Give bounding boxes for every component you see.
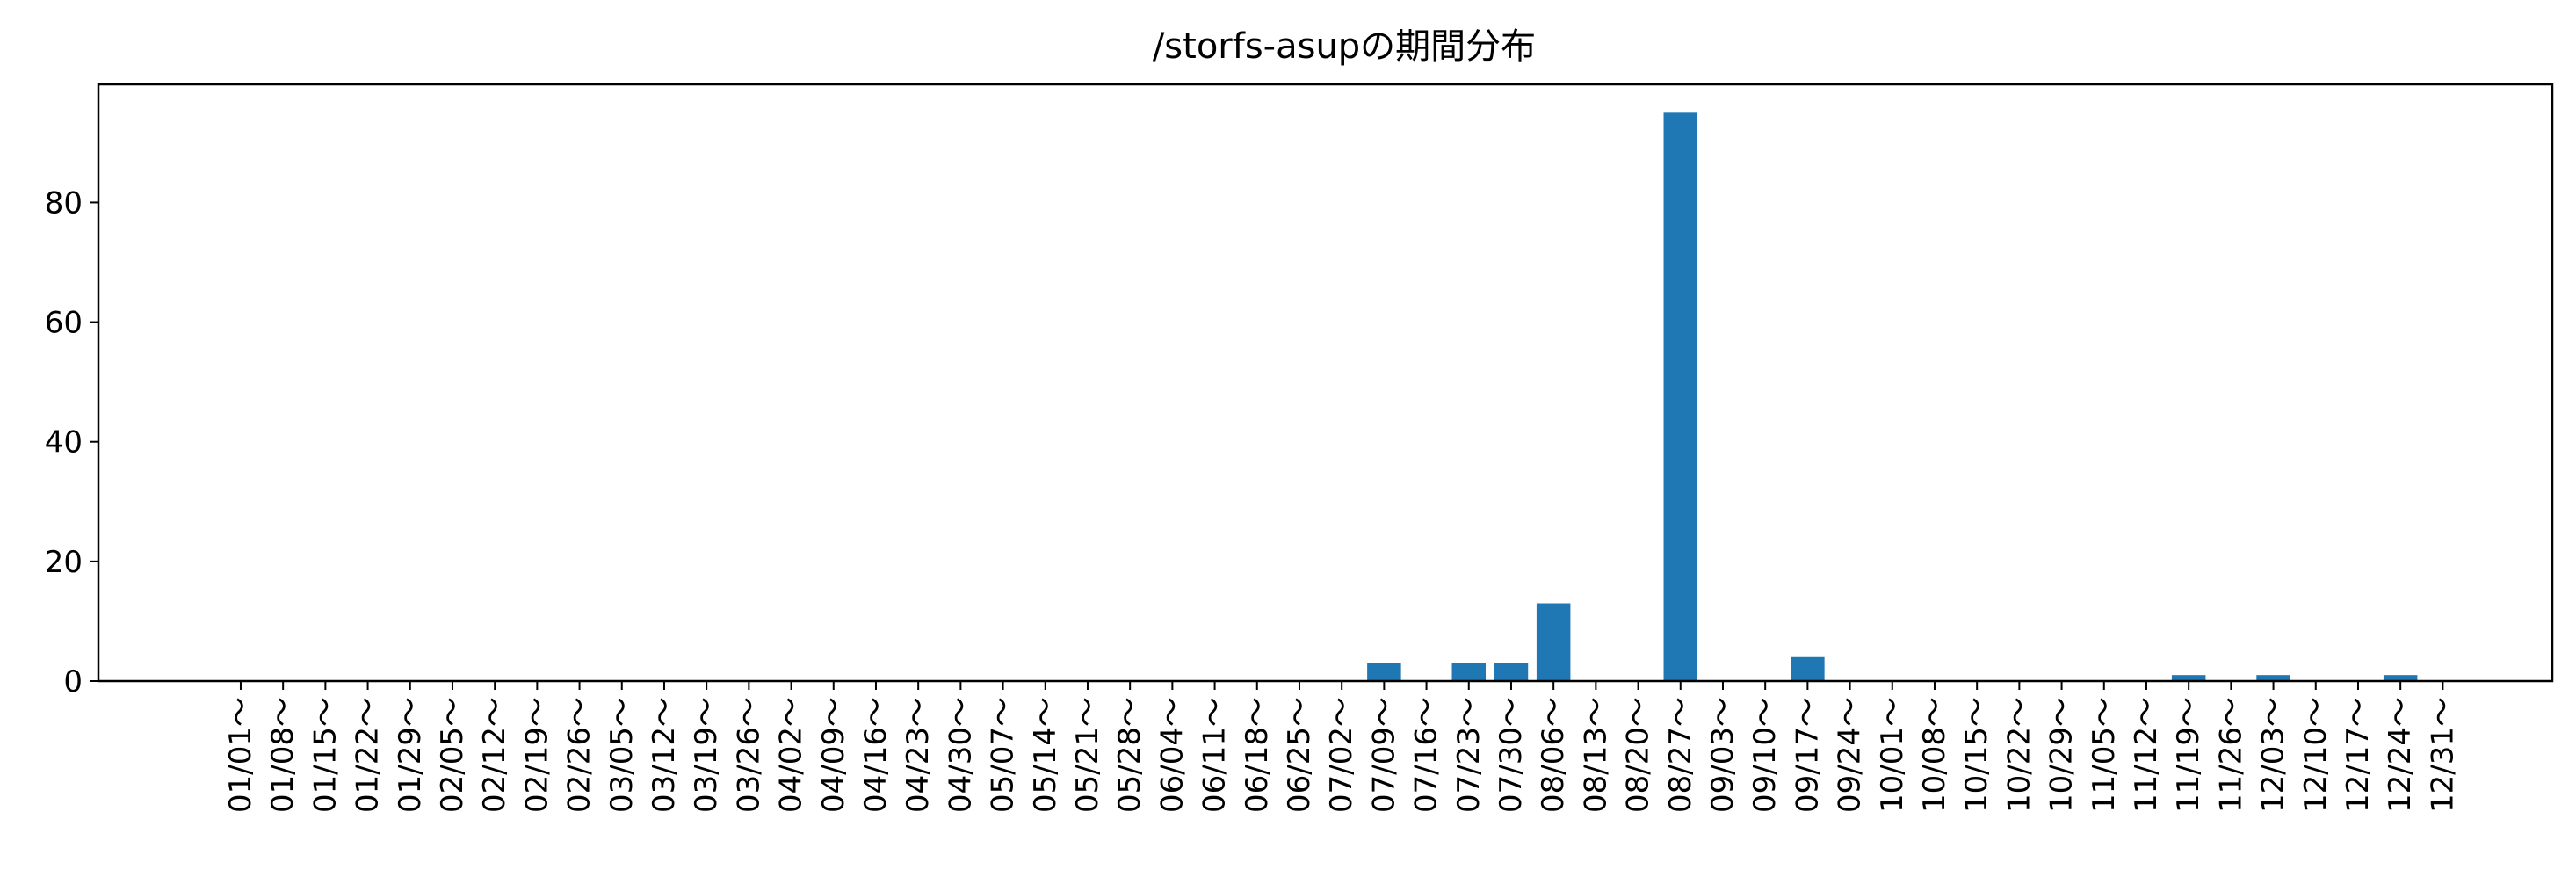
x-tick-label: 07/23～ xyxy=(1451,697,1487,813)
x-tick-label: 10/22～ xyxy=(2001,697,2037,813)
bar xyxy=(1663,112,1698,681)
x-tick-label: 06/11～ xyxy=(1198,697,1233,813)
x-tick-label: 09/24～ xyxy=(1833,697,1868,813)
bar xyxy=(1536,603,1571,681)
plot-frame xyxy=(97,83,2554,683)
y-tick-label: 40 xyxy=(45,425,83,460)
x-tick-label: 04/23～ xyxy=(901,697,936,813)
x-tick-label: 01/22～ xyxy=(351,697,386,813)
x-tick-label: 04/02～ xyxy=(774,697,809,813)
x-tick-label: 04/30～ xyxy=(943,697,978,813)
x-tick-label: 11/26～ xyxy=(2213,697,2248,813)
x-tick-label: 01/29～ xyxy=(393,697,428,813)
y-axis: 0 20 40 60 80 xyxy=(45,185,98,700)
x-tick-label: 12/31～ xyxy=(2425,697,2460,813)
x-tick-label: 07/30～ xyxy=(1494,697,1529,813)
x-tick-label: 02/12～ xyxy=(477,697,512,813)
bar xyxy=(2383,675,2418,681)
x-tick-label: 08/13～ xyxy=(1578,697,1613,813)
x-tick-label: 01/15～ xyxy=(308,697,343,813)
x-tick-label: 05/21～ xyxy=(1070,697,1105,813)
x-tick-label: 03/19～ xyxy=(689,697,724,813)
x-tick-label: 12/03～ xyxy=(2256,697,2291,813)
x-tick-label: 01/08～ xyxy=(265,697,300,813)
chart-title: /storfs-asupの期間分布 xyxy=(1153,26,1536,67)
x-tick-label: 11/19～ xyxy=(2171,697,2206,813)
x-tick-label: 03/05～ xyxy=(604,697,640,813)
bar xyxy=(2171,675,2206,681)
x-tick-label: 05/14～ xyxy=(1028,697,1063,813)
y-tick-label: 0 xyxy=(63,664,83,700)
x-tick-label: 11/12～ xyxy=(2129,697,2164,813)
x-tick-label: 07/02～ xyxy=(1324,697,1359,813)
x-tick-label: 06/04～ xyxy=(1154,697,1190,813)
x-tick-label: 07/16～ xyxy=(1409,697,1444,813)
x-tick-label: 04/09～ xyxy=(816,697,851,813)
bar xyxy=(1791,656,1825,681)
x-tick-label: 10/15～ xyxy=(1959,697,1994,813)
x-tick-label: 08/27～ xyxy=(1663,697,1698,813)
x-tick-label: 01/01～ xyxy=(223,697,258,813)
x-tick-label: 06/18～ xyxy=(1240,697,1275,813)
x-tick-label: 08/06～ xyxy=(1536,697,1571,813)
y-tick-label: 60 xyxy=(45,306,83,341)
x-tick-label: 10/29～ xyxy=(2044,697,2080,813)
bar xyxy=(2256,675,2290,681)
y-tick-label: 20 xyxy=(45,545,83,580)
y-tick-label: 80 xyxy=(45,185,83,221)
x-tick-label: 09/03～ xyxy=(1705,697,1740,813)
x-axis: 01/01～ 01/08～ 01/15～ 01/22～ 01/29～ 02/05～ 02/1… xyxy=(223,681,2460,813)
x-tick-label: 12/24～ xyxy=(2383,697,2418,813)
x-tick-label: 06/25～ xyxy=(1282,697,1317,813)
x-tick-label: 12/17～ xyxy=(2341,697,2376,813)
x-tick-label: 02/05～ xyxy=(435,697,470,813)
bar xyxy=(1451,663,1487,681)
bar xyxy=(1367,663,1401,681)
x-tick-label: 09/17～ xyxy=(1790,697,1825,813)
bars-group xyxy=(1367,112,2418,681)
x-tick-label: 05/07～ xyxy=(986,697,1021,813)
x-tick-label: 02/26～ xyxy=(562,697,597,813)
bar xyxy=(1494,663,1529,681)
x-tick-label: 04/16～ xyxy=(858,697,894,813)
x-tick-label: 12/10～ xyxy=(2298,697,2334,813)
x-tick-label: 05/28～ xyxy=(1112,697,1147,813)
x-tick-label: 10/08～ xyxy=(1917,697,1952,813)
x-tick-label: 03/12～ xyxy=(647,697,682,813)
x-tick-label: 02/19～ xyxy=(519,697,554,813)
x-tick-label: 11/05～ xyxy=(2087,697,2122,813)
x-tick-label: 08/20～ xyxy=(1621,697,1656,813)
x-tick-label: 03/26～ xyxy=(731,697,766,813)
x-tick-label: 10/01～ xyxy=(1875,697,1910,813)
x-tick-label: 09/10～ xyxy=(1747,697,1783,813)
x-tick-label: 07/09～ xyxy=(1366,697,1401,813)
